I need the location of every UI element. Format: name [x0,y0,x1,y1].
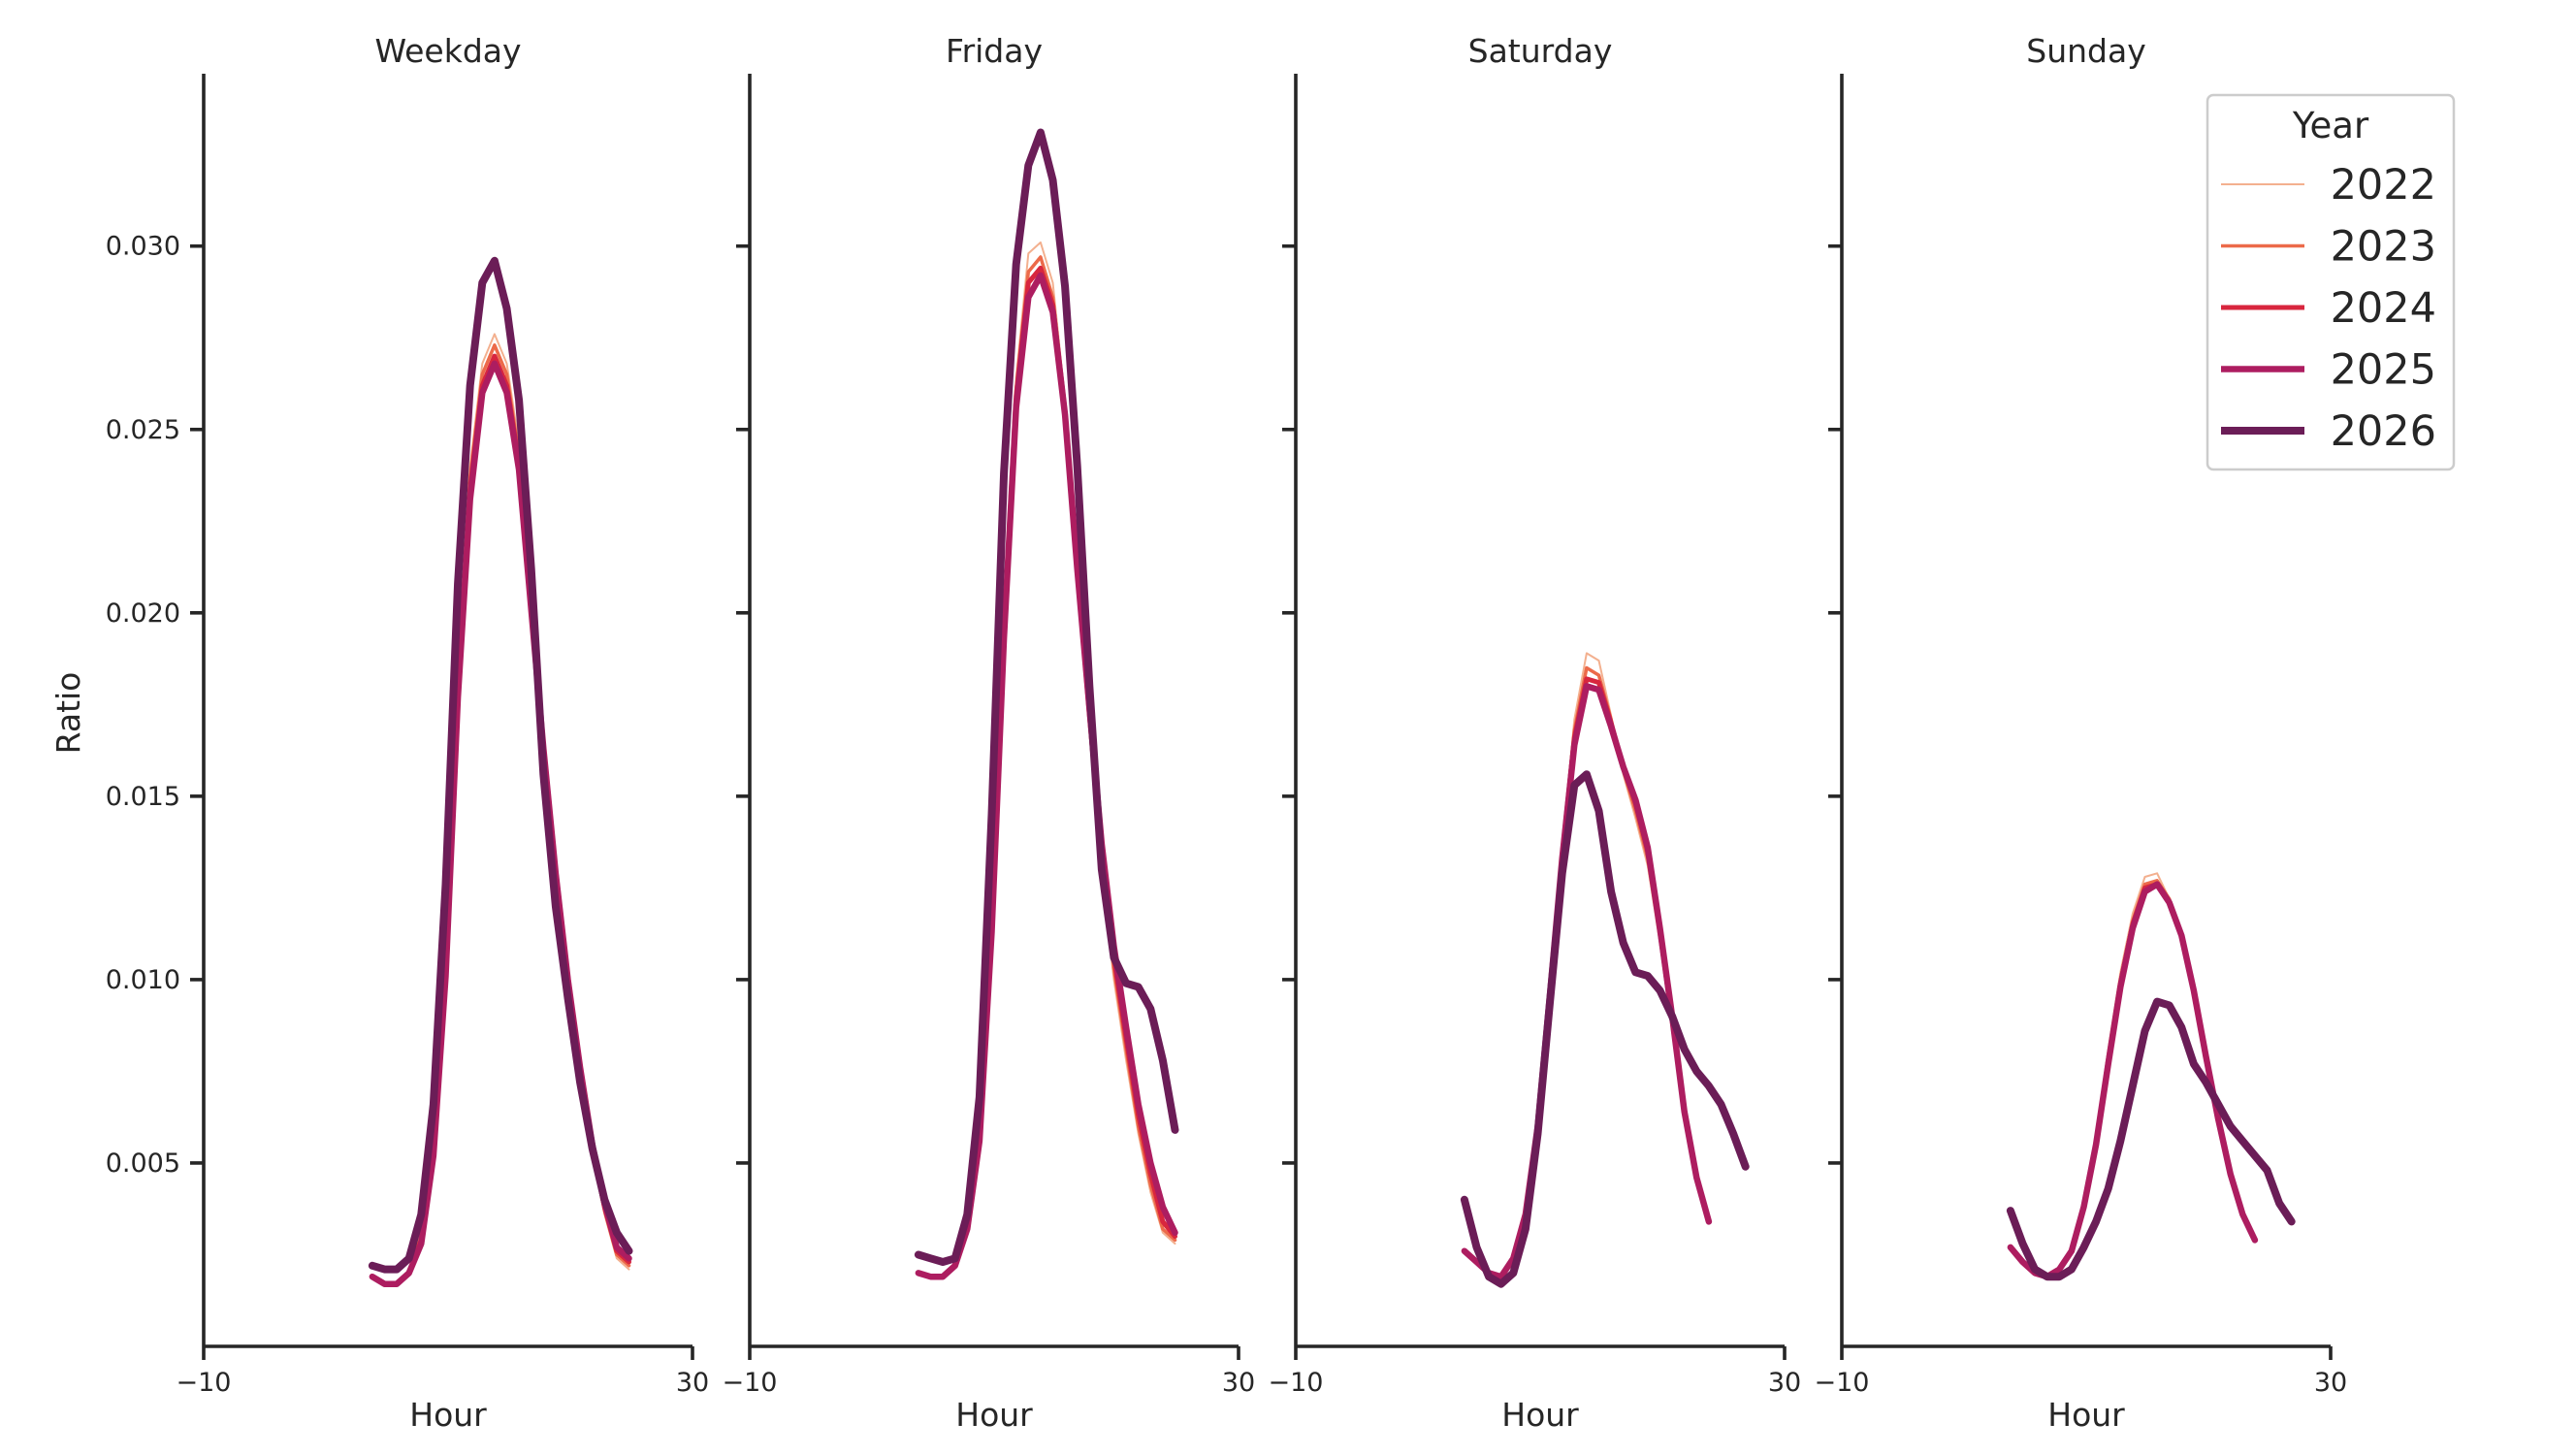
y-tick-label: 0.025 [106,415,180,445]
x-tick-label: −10 [723,1368,778,1398]
y-tick-label: 0.010 [106,965,180,995]
y-axis-label: Ratio [49,672,87,755]
series-line-2024 [1462,676,1712,1279]
series-line-2026 [914,128,1179,1266]
panel-title: Friday [946,32,1043,70]
x-axis-label: Hour [1501,1396,1579,1434]
x-tick-label: −10 [1269,1368,1324,1398]
x-tick-label: 30 [1222,1368,1255,1398]
series-line-2023 [917,255,1177,1278]
legend-title: Year [2292,105,2369,146]
x-axis-label: Hour [2047,1396,2125,1434]
legend-frame [2206,93,2456,471]
panel-title: Weekday [374,32,521,70]
legend-label: 2022 [2331,161,2436,210]
panel-friday: Friday −10 30 Hour [723,32,1256,1434]
x-axis-label: Hour [955,1396,1033,1434]
legend-label: 2026 [2331,407,2436,456]
x-axis-label: Hour [409,1396,487,1434]
x-tick-label: −10 [1815,1368,1870,1398]
legend-label: 2024 [2331,284,2436,333]
series-line-2026 [1460,770,1750,1288]
x-tick-label: 30 [2314,1368,2347,1398]
series-line-2025 [1461,683,1713,1280]
panel-saturday: Saturday −10 30 Hour [1269,32,1802,1434]
panel-weekday: Weekday 0.005 0.010 0.015 0.020 0.025 0.030 −10… [106,32,709,1434]
series-line-2023 [1463,665,1711,1278]
panels: Weekday 0.005 0.010 0.015 0.020 0.025 0.030 −10… [106,32,2347,1434]
panel-title: Saturday [1468,32,1613,70]
x-tick-label: 30 [676,1368,709,1398]
panel-title: Sunday [2026,32,2145,70]
series-line-2026 [2006,997,2296,1281]
y-tick-label: 0.015 [106,782,180,812]
panel-sunday: Sunday −10 30 Hour [1815,32,2348,1434]
legend-label: 2023 [2331,223,2436,272]
x-tick-label: 30 [1768,1368,1801,1398]
legend-label: 2025 [2331,346,2436,395]
legend: Year 2022 2023 2024 2025 2026 [2206,93,2456,471]
y-tick-label: 0.020 [106,598,180,629]
series-line-2022 [1463,652,1710,1278]
series-line-2026 [368,256,633,1274]
y-tick-label: 0.005 [106,1148,180,1179]
y-tick-label: 0.030 [106,232,180,262]
x-tick-label: −10 [177,1368,232,1398]
